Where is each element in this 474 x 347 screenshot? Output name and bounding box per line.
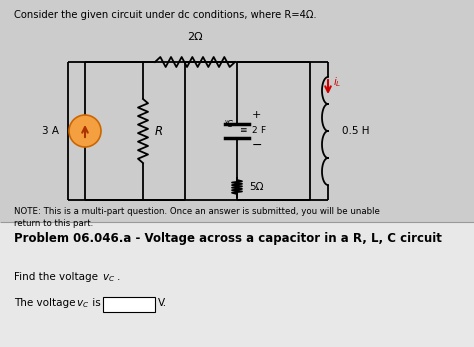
Text: $v_C$: $v_C$	[76, 298, 89, 310]
Text: −: −	[252, 138, 263, 152]
Text: $^v\!C$: $^v\!C$	[224, 118, 234, 128]
Text: 2Ω: 2Ω	[187, 32, 203, 42]
Bar	[0, 0, 474, 222]
Bar	[0, 222, 474, 347]
Text: 5Ω: 5Ω	[249, 182, 264, 192]
Text: V.: V.	[158, 298, 167, 308]
Text: R: R	[155, 125, 163, 137]
Bar	[103, 297, 155, 312]
Text: Problem 06.046.a - Voltage across a capacitor in a R, L, C circuit: Problem 06.046.a - Voltage across a capa…	[14, 232, 442, 245]
Text: +: +	[252, 110, 261, 120]
Text: $\equiv$ 2 F: $\equiv$ 2 F	[238, 124, 267, 135]
Text: 0.5 H: 0.5 H	[342, 126, 370, 136]
Text: The voltage: The voltage	[14, 298, 79, 308]
Text: is: is	[89, 298, 101, 308]
Circle shape	[69, 115, 101, 147]
Text: Consider the given circuit under dc conditions, where R=4Ω.: Consider the given circuit under dc cond…	[14, 10, 317, 20]
Text: Find the voltage: Find the voltage	[14, 272, 101, 282]
Text: $i_L$: $i_L$	[333, 75, 341, 89]
Text: .: .	[117, 272, 120, 282]
Text: 3 A: 3 A	[42, 126, 59, 136]
Text: $v_C$: $v_C$	[102, 272, 115, 284]
Text: NOTE: This is a multi-part question. Once an answer is submitted, you will be un: NOTE: This is a multi-part question. Onc…	[14, 207, 380, 228]
